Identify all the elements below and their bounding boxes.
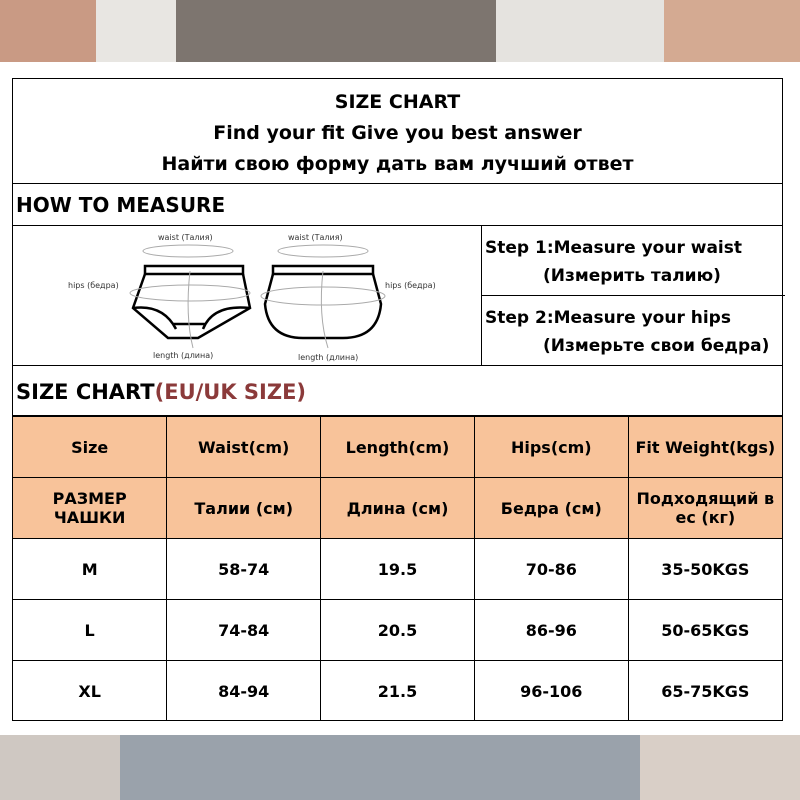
size-chart-box: SIZE CHART Find your fit Give you best a… — [12, 78, 785, 721]
size-chart-suffix: (EU/UK SIZE) — [154, 380, 307, 404]
step-2-ru: (Измерьте свои бедра) — [543, 336, 770, 356]
table-cell: 86-96 — [473, 599, 629, 661]
table-cell: M — [13, 538, 168, 600]
subtitle-en: Find your fit Give you best answer — [213, 122, 582, 144]
how-to-measure-heading: HOW TO MEASURE — [13, 184, 782, 226]
hips-label: hips (бедра) — [68, 281, 119, 290]
step-1: Step 1:Measure your waist (Измерить тали… — [482, 226, 785, 296]
table-cell: Size — [13, 416, 168, 478]
table-cell: Длина (см) — [320, 477, 475, 539]
table-row: M 58-74 19.5 70-86 35-50KGS — [13, 538, 782, 600]
table-cell: XL — [13, 660, 168, 721]
size-table: Size Waist(cm) Length(cm) Hips(cm) Fit Weigh… — [13, 416, 782, 721]
table-cell: 70-86 — [473, 538, 629, 600]
table-cell: Подходящий в ес (кг) — [627, 477, 782, 539]
length-label: length (длина) — [298, 353, 358, 362]
header-row-en: Size Waist(cm) Length(cm) Hips(cm) Fit Weigh… — [13, 416, 782, 478]
table-cell: Hips(cm) — [473, 416, 629, 478]
table-cell: 58-74 — [166, 538, 322, 600]
size-chart-label: SIZE CHART — [16, 380, 155, 404]
table-cell: Талии (см) — [166, 477, 322, 539]
size-chart-heading: SIZE CHART(EU/UK SIZE) — [13, 366, 782, 416]
step-1-en: Step 1:Measure your waist — [485, 238, 743, 258]
table-cell: 84-94 — [166, 660, 322, 721]
step-2: Step 2:Measure your hips (Измерьте свои … — [482, 296, 785, 366]
briefs-diagram: waist (Талия) hips (бедра) length (длина… — [68, 233, 436, 362]
table-cell: Бедра (см) — [473, 477, 629, 539]
table-cell: 19.5 — [320, 538, 475, 600]
waist-label: waist (Талия) — [288, 233, 343, 242]
table-row: L 74-84 20.5 86-96 50-65KGS — [13, 599, 782, 661]
subtitle-ru: Найти свою форму дать вам лучший ответ — [161, 153, 634, 175]
table-cell: 20.5 — [320, 599, 475, 661]
measure-figure-section: waist (Талия) hips (бедра) length (длина… — [13, 226, 785, 366]
top-photo — [0, 0, 800, 62]
table-cell: Fit Weight(kgs) — [627, 416, 782, 478]
step-1-ru: (Измерить талию) — [543, 266, 721, 286]
table-cell: 21.5 — [320, 660, 475, 721]
table-cell: 35-50KGS — [627, 538, 782, 600]
table-cell: 74-84 — [166, 599, 322, 661]
table-cell: 96-106 — [473, 660, 629, 721]
table-cell: L — [13, 599, 168, 661]
step-2-en: Step 2:Measure your hips — [485, 308, 731, 328]
brief-back: waist (Талия) hips (бедра) length (длина… — [260, 233, 436, 362]
title: SIZE CHART — [334, 91, 461, 113]
hips-label: hips (бедра) — [385, 281, 436, 290]
table-cell: РАЗМЕР ЧАШКИ — [13, 477, 168, 539]
table-row: XL 84-94 21.5 96-106 65-75KGS — [13, 660, 782, 721]
waist-label: waist (Талия) — [158, 233, 213, 242]
header-row-ru: РАЗМЕР ЧАШКИ Талии (см) Длина (см) Бедра (с… — [13, 477, 782, 539]
table-cell: Length(cm) — [320, 416, 475, 478]
steps: Step 1:Measure your waist (Измерить тали… — [481, 226, 785, 365]
table-cell: 50-65KGS — [627, 599, 782, 661]
bottom-photo — [0, 735, 800, 800]
table-cell: 65-75KGS — [627, 660, 782, 721]
table-cell: Waist(cm) — [166, 416, 322, 478]
length-label: length (длина) — [153, 351, 213, 360]
title-section: SIZE CHART Find your fit Give you best a… — [13, 79, 782, 184]
brief-front: waist (Талия) hips (бедра) length (длина… — [68, 233, 252, 360]
